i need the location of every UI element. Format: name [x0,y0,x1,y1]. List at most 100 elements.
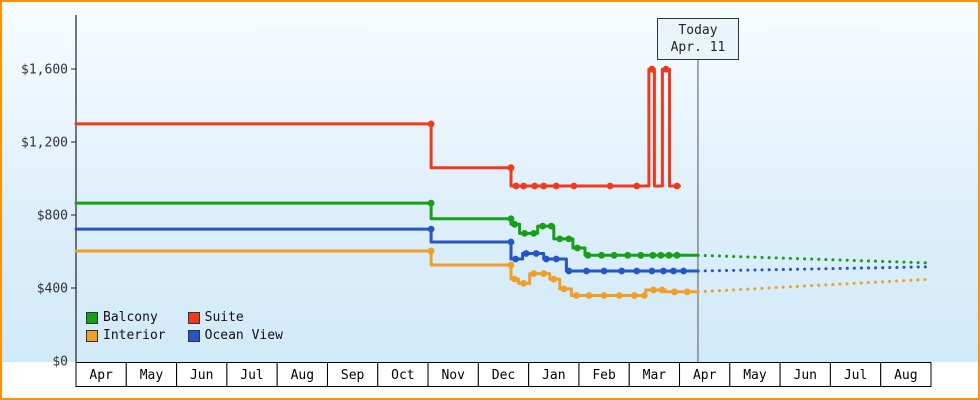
series-balcony-point [539,222,547,230]
series-interior-point [585,292,593,299]
month-label: Apr [693,368,717,383]
series-balcony-point [556,235,564,243]
month-label: Jul [240,368,263,383]
series-ocean-view-point [512,255,519,263]
series-interior-point [658,286,666,294]
series-balcony-point [665,251,673,259]
series-suite-point [662,65,670,73]
series-interior-point [427,247,435,255]
series-balcony-point [507,215,515,223]
chart-legend: Balcony Suite Interior Ocean View [86,310,283,343]
month-label: Aug [894,368,917,383]
month-cell [427,362,479,387]
month-label: Nov [441,368,465,383]
series-ocean-view-point [583,267,590,275]
series-balcony-point [574,244,581,252]
legend-item: Interior [86,328,166,343]
month-cell [176,362,228,387]
legend-swatch [86,311,98,324]
month-label: May [140,368,164,383]
month-label: Oct [391,368,414,383]
series-balcony-point [547,222,555,230]
series-suite-point [552,182,560,190]
legend-label: Suite [204,310,244,325]
legend-swatch [86,329,98,342]
series-interior-point [615,292,623,299]
series-suite-point [570,182,578,190]
series-interior-point [600,292,608,299]
series-balcony-point [637,251,645,259]
y-tick-label: $1,200 [21,136,68,151]
series-balcony-forecast-line [696,253,933,265]
month-cell [679,362,731,387]
today-marker-box: Today Apr. 11 [657,18,739,60]
month-label: Aug [291,368,314,383]
month-cell [528,362,580,387]
series-ocean-view-point [427,225,435,233]
series-balcony-point [598,251,605,259]
series-ocean-view-point [507,238,515,246]
series-balcony-point [610,251,618,259]
series-interior-point [573,292,580,299]
series-ocean-view-point [648,267,656,275]
series-balcony-point [584,251,592,259]
legend-label: Ocean View [204,328,283,343]
legend-item: Suite [187,310,283,325]
month-label: Jul [844,368,867,383]
series-interior-point [530,270,538,277]
month-cell [829,362,882,387]
legend-label: Interior [103,328,166,343]
month-label: Dec [492,368,515,383]
series-ocean-view-point [618,267,626,275]
series-balcony-point [673,251,681,259]
series-balcony-point [565,235,573,243]
today-date: Apr. 11 [670,40,726,55]
legend-item: Ocean View [187,328,283,343]
y-tick-label: $0 [52,355,68,370]
today-label: Today [678,23,718,38]
month-label: Feb [592,368,616,383]
legend-swatch [187,311,200,324]
series-balcony-point [624,251,632,259]
month-label: May [743,368,767,383]
series-interior-point [640,292,648,299]
series-interior-point [520,280,527,287]
month-label: Sep [341,368,365,383]
series-balcony-point [649,251,657,259]
series-ocean-view-line [74,227,700,273]
series-suite-point [507,164,515,172]
y-tick-label: $1,600 [21,63,68,78]
series-ocean-view-forecast-line [696,265,933,273]
series-balcony-point [427,199,435,207]
series-suite-point [673,182,681,190]
series-interior-point [650,286,657,294]
month-label: Jan [542,368,565,383]
legend-label: Balcony [103,310,158,325]
series-ocean-view-point [552,255,560,263]
series-balcony-point [511,220,518,228]
series-suite-point [606,182,614,190]
series-suite-point [531,182,539,190]
month-cell [377,362,429,387]
series-ocean-view-point [565,267,573,275]
series-ocean-view-point [600,267,608,275]
series-suite-point [648,65,656,73]
series-ocean-view-point [633,267,641,275]
series-ocean-view-point [522,250,530,257]
series-suite-point [512,182,520,190]
series-balcony-point [521,230,528,237]
series-ocean-view-point [532,250,540,257]
series-interior-point [683,288,691,296]
series-balcony-point [530,230,538,237]
series-interior-forecast-line [696,277,933,294]
month-cell [477,362,530,387]
series-balcony-point [657,251,665,259]
month-label: Jun [794,368,817,383]
series-interior-point [540,270,548,277]
series-ocean-view-point [680,267,687,275]
legend-swatch [187,329,200,342]
series-ocean-view-point [542,255,550,263]
series-suite-point [633,182,641,190]
